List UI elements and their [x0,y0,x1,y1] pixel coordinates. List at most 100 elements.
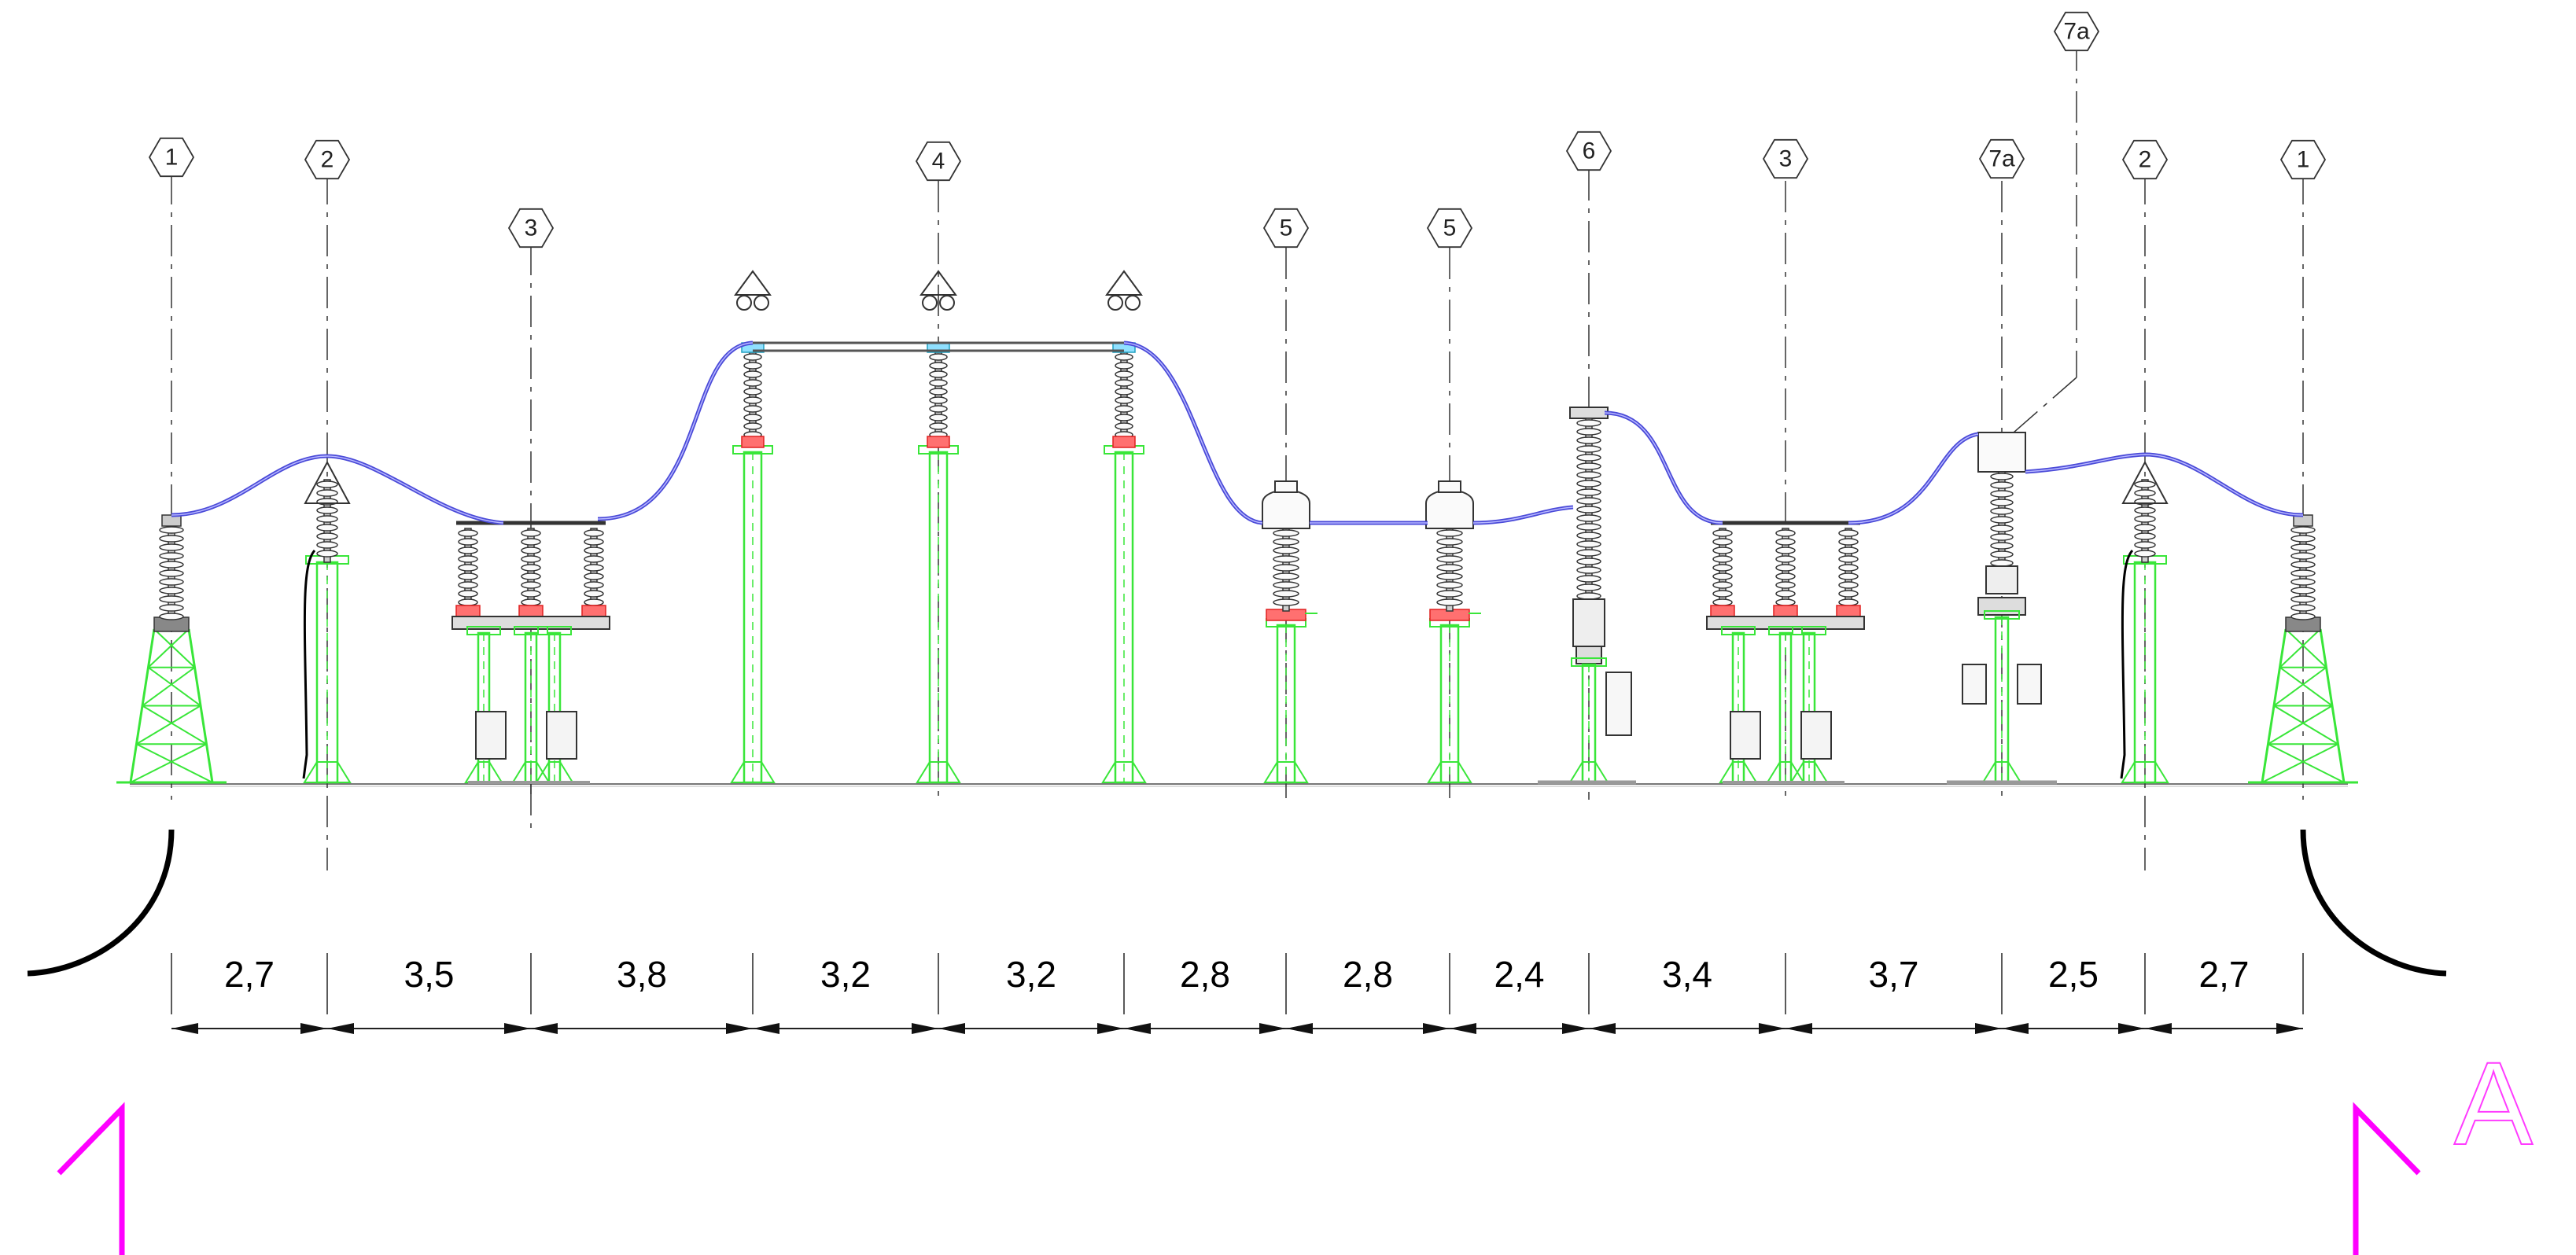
breaker-mechanism [2017,664,2042,705]
equipment-tag: 1 [2279,139,2327,180]
insulator-shed [584,590,604,598]
post-cap [537,626,572,635]
bus-post [916,445,961,784]
insulator-shed [1576,436,1601,444]
insulator-shed [1273,598,1299,606]
insulator-shed [159,613,184,620]
cable-termination-right [2248,514,2358,784]
insulator-shed [1115,379,1133,387]
dimension-arrow [2002,1023,2029,1034]
bus-insulator [929,351,948,440]
dimension-value: 2,5 [2048,954,2099,995]
tag-hexagon [1565,131,1612,171]
insulator-shed [1436,555,1463,563]
breaker-chamber [1985,565,2018,594]
conductor-3 [1123,340,1263,525]
phase-marker-circle [754,295,769,311]
insulator-shed [1990,533,2014,541]
tag-label: 6 [1583,138,1596,164]
switch-flange [1710,605,1735,617]
tag-label: 5 [1280,215,1293,241]
post-cap [1984,610,2020,620]
section-label: A [2454,1037,2533,1169]
lattice-brace [2279,628,2327,668]
tag-label: 3 [525,215,538,241]
phase-marker-circle [1125,295,1141,311]
busbar [753,341,1124,352]
insulator-shed [2290,587,2316,594]
tag-label: 2 [2139,147,2152,173]
insulator-shed [1115,422,1133,430]
insulator-shed [159,535,184,543]
breaker-head [1977,432,2026,473]
insulator-shed [159,578,184,586]
insulator-shed [2134,524,2156,532]
dimension-arrow [938,1023,965,1034]
insulator-shed [1775,564,1796,572]
lattice-structure [116,628,227,784]
current-transformer-1 [1262,480,1317,784]
insulator-shed [743,405,762,413]
switch-flange [1773,605,1798,617]
tag-label: 7a [1988,146,2015,172]
dimension-arrow [2145,1023,2172,1034]
insulator-shed [1576,575,1601,583]
insulator-shed [1990,481,2014,489]
dimension-arrow [504,1023,531,1034]
insulator-shed [1990,559,2014,567]
insulator-shed [1273,547,1299,554]
switch-insulator [1775,528,1796,608]
grading-ring [304,460,351,504]
phase-marker-circle [922,295,938,311]
insulator-shed [1712,572,1733,580]
lattice-structure [2248,628,2358,784]
conductor-1 [171,454,504,525]
dimension-value: 2,7 [2199,954,2250,995]
insulator-shed [521,590,541,598]
conductor-highlight [2025,454,2304,516]
phase-marker-circle [939,295,955,311]
insulator-shed [1436,547,1463,554]
insulator-shed [1990,499,2014,506]
dimension-arrow [1562,1023,1589,1034]
tag-label: 1 [2297,147,2310,173]
phase-marker-icon [734,270,772,296]
vt-terminal-box [1605,672,1632,736]
insulator-shed [1436,590,1463,598]
equipment-tag: 3 [507,208,555,248]
post-cap [1721,626,1756,635]
equipment-tag: 2 [304,139,351,180]
bus-insulator [743,351,762,440]
insulator-shed [1273,529,1299,537]
insulator-shed [1712,598,1733,606]
insulator-shed [1576,497,1601,505]
insulator-shed [1775,555,1796,563]
insulator-shed [458,581,478,589]
insulator-shed [743,396,762,404]
insulator-shed [1576,549,1601,557]
post-base [2121,761,2169,783]
insulator-shed [2290,543,2316,551]
insulator-shed [584,564,604,572]
insulator-shed [584,598,604,606]
insulator-shed [929,362,948,370]
drive-mechanism [475,711,507,760]
tag-hexagon [1762,138,1809,179]
insulator-shed [316,506,338,514]
equipment-tag: 6 [1565,131,1612,171]
tag-label: 1 [165,145,179,171]
insulator-shed [2134,480,2156,488]
tag-hexagon [1262,208,1310,248]
circuit-breaker [1947,432,2057,785]
equipment-tag: 5 [1262,208,1310,248]
dimension-value: 2,8 [1180,954,1230,995]
dimension-value: 3,2 [820,954,871,995]
insulator-shed [1576,583,1601,591]
tag-hexagon [507,208,555,248]
termination-insulator [2290,524,2316,620]
tag-layer: 1 2 3 4 5 5 6 3 7a 7a 2 1 [148,11,2327,248]
lattice-brace [2267,705,2339,745]
insulator-shed [1576,488,1601,496]
bus-support-1 [730,270,776,784]
